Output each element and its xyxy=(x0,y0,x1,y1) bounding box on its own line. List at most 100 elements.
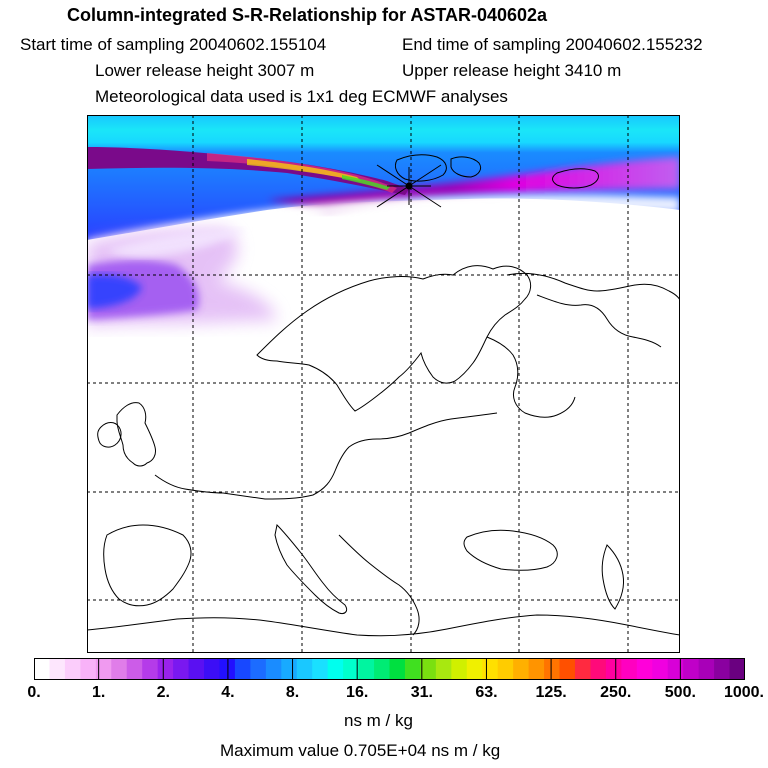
colorbar-tick-label: 125. xyxy=(535,684,567,701)
colorbar-tick-label: 4. xyxy=(221,684,235,701)
colorbar-swatch xyxy=(451,658,468,680)
colorbar-swatch xyxy=(435,658,452,680)
africa-coastline xyxy=(87,614,680,637)
plume-violet-core xyxy=(87,260,199,320)
black-sea-outline xyxy=(463,529,558,571)
finland-russia-coastline xyxy=(486,336,576,418)
british-isles-outline xyxy=(116,402,156,467)
lower-height-label: Lower release height 3007 m xyxy=(95,61,315,80)
colorbar-tick-label: 250. xyxy=(600,684,632,701)
colorbar-swatch xyxy=(358,658,375,680)
colorbar-swatch xyxy=(544,658,561,680)
colorbar-tick-label: 500. xyxy=(664,684,696,701)
colorbar-tick-label: 31. xyxy=(410,684,433,701)
release-site-dot xyxy=(405,182,413,190)
colorbar-tick-label: 8. xyxy=(285,684,300,701)
end-time-label: End time of sampling 20040602.155232 xyxy=(402,35,703,54)
colorbar-swatch xyxy=(343,658,360,680)
colorbar-swatch xyxy=(281,658,298,680)
release-site-icon xyxy=(376,164,442,208)
italy-outline xyxy=(274,523,348,614)
colorbar-swatch xyxy=(513,658,530,680)
colorbar-tick-label: 0. xyxy=(27,684,41,701)
europe-coastline xyxy=(154,412,498,500)
colorbar-swatch xyxy=(683,658,700,680)
colorbar-swatch xyxy=(64,658,81,680)
colorbar-swatch xyxy=(559,658,576,680)
colorbar-swatch xyxy=(265,658,282,680)
plume-field xyxy=(87,115,680,327)
map-title: Column-integrated S-R-Relationship for A… xyxy=(67,5,548,25)
colorbar-swatch xyxy=(482,658,499,680)
colorbar-swatch xyxy=(173,658,190,680)
colorbar-swatch xyxy=(95,658,112,680)
colorbar-swatch xyxy=(420,658,437,680)
colorbar-swatch xyxy=(714,658,731,680)
colorbar-swatch xyxy=(188,658,205,680)
plume-white-fringe xyxy=(87,194,680,255)
colorbar-tick-label: 63. xyxy=(475,684,498,701)
svalbard-east xyxy=(450,156,482,178)
colorbar-swatch xyxy=(111,658,128,680)
colorbar-swatch xyxy=(621,658,638,680)
colorbar xyxy=(33,658,746,680)
plume-arctic-band xyxy=(267,157,680,211)
plume-main-band xyxy=(87,147,409,195)
colorbar-swatch xyxy=(250,658,267,680)
colorbar-swatch xyxy=(49,658,66,680)
colorbar-swatch xyxy=(729,658,746,680)
colorbar-swatch xyxy=(389,658,406,680)
colorbar-swatch xyxy=(605,658,622,680)
map-frame xyxy=(87,115,680,653)
colorbar-tick-label: 1. xyxy=(91,684,106,701)
iberia-outline xyxy=(103,524,192,607)
colorbar-swatch xyxy=(126,658,143,680)
colorbar-swatch xyxy=(590,658,607,680)
met-data-label: Meteorological data used is 1x1 deg ECMW… xyxy=(95,87,508,106)
caspian-outline xyxy=(601,544,624,610)
upper-height-label: Upper release height 3410 m xyxy=(402,61,622,80)
svalbard-outline xyxy=(394,154,447,182)
colorbar-swatch xyxy=(667,658,684,680)
lat-lon-grid xyxy=(87,115,680,653)
colorbar-swatch xyxy=(142,658,159,680)
colorbar-swatch xyxy=(327,658,344,680)
units-label: ns m / kg xyxy=(344,711,413,730)
scandinavia-coastline xyxy=(256,265,532,412)
colorbar-tick-label: 2. xyxy=(156,684,170,701)
colorbar-swatch xyxy=(698,658,715,680)
colorbar-swatch xyxy=(157,658,174,680)
colorbar-swatch xyxy=(34,658,50,680)
plume-blue-core xyxy=(87,274,142,309)
colorbar-swatches xyxy=(33,658,746,680)
release-site-marker xyxy=(376,164,442,208)
max-value-label: Maximum value 0.705E+04 ns m / kg xyxy=(220,741,501,760)
colorbar-swatch xyxy=(296,658,313,680)
colorbar-swatch xyxy=(80,658,97,680)
colorbar-swatch xyxy=(652,658,669,680)
colorbar-frame xyxy=(34,658,745,680)
colorbar-tick-label: 16. xyxy=(346,684,369,701)
ireland-outline xyxy=(97,422,122,448)
plume-band-edge-warm xyxy=(247,159,361,181)
colorbar-swatch xyxy=(312,658,329,680)
colorbar-tick-label: 1000. xyxy=(723,684,764,701)
colorbar-swatch xyxy=(204,658,220,680)
colorbar-swatch xyxy=(497,658,514,680)
plume-cyan-region xyxy=(87,115,680,240)
colorbar-swatch xyxy=(574,658,591,680)
colorbar-swatch xyxy=(374,658,390,680)
colorbar-swatch xyxy=(234,658,251,680)
plume-white-channel xyxy=(107,229,247,258)
russia-arctic-coastline xyxy=(506,272,680,302)
novaya-zemlya-outline xyxy=(552,168,599,189)
plume-band-edge-green xyxy=(342,175,390,190)
start-time-label: Start time of sampling 20040602.155104 xyxy=(20,35,327,54)
balkans-coastline xyxy=(338,534,420,636)
colorbar-swatch xyxy=(636,658,653,680)
kola-coastline xyxy=(536,294,662,348)
colorbar-swatch xyxy=(528,658,545,680)
map-panel xyxy=(87,115,680,653)
coastlines xyxy=(87,154,680,637)
colorbar-swatch xyxy=(404,658,421,680)
